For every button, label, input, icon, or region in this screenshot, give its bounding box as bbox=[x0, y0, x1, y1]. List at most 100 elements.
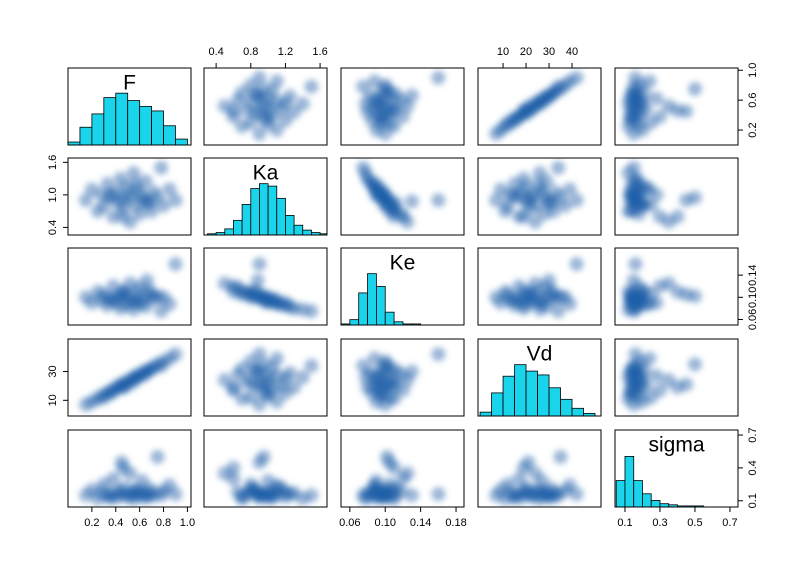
hist-bar bbox=[633, 480, 643, 507]
x-tick-label: 0.6 bbox=[132, 517, 147, 529]
density-cloud bbox=[621, 347, 702, 412]
point bbox=[530, 484, 545, 499]
point bbox=[138, 174, 153, 189]
panel bbox=[356, 70, 446, 141]
point bbox=[387, 103, 402, 118]
y-tick-label: 0.4 bbox=[747, 460, 759, 475]
point bbox=[507, 293, 522, 308]
hist-bar bbox=[349, 319, 360, 325]
point bbox=[269, 351, 284, 366]
hist-bar bbox=[91, 113, 105, 145]
point bbox=[115, 380, 130, 395]
panel bbox=[78, 257, 183, 319]
point bbox=[530, 295, 545, 310]
point bbox=[168, 487, 183, 502]
point bbox=[250, 273, 265, 288]
point bbox=[626, 273, 641, 288]
panel bbox=[217, 347, 319, 412]
panel bbox=[78, 160, 183, 229]
point bbox=[535, 474, 550, 489]
panel bbox=[621, 160, 702, 229]
point bbox=[626, 194, 641, 209]
hist-bar bbox=[151, 110, 164, 145]
point bbox=[623, 111, 638, 126]
x-tick-label: 0.3 bbox=[652, 517, 667, 529]
x-tick-label: 1.0 bbox=[180, 517, 195, 529]
panel-frame bbox=[477, 429, 602, 508]
point bbox=[115, 284, 130, 299]
hist-bar bbox=[514, 364, 527, 416]
point bbox=[243, 390, 258, 405]
panel-frame bbox=[477, 67, 602, 146]
point bbox=[250, 88, 265, 103]
density-cloud bbox=[489, 160, 584, 229]
panel bbox=[356, 449, 446, 506]
point bbox=[642, 74, 657, 89]
point bbox=[250, 364, 265, 379]
y-tick-label: 1.0 bbox=[47, 187, 59, 202]
density-cloud bbox=[356, 347, 446, 412]
point bbox=[115, 209, 130, 224]
point bbox=[226, 460, 241, 475]
panel bbox=[489, 257, 584, 319]
y-tick-label: 0.2 bbox=[747, 122, 759, 137]
point bbox=[156, 198, 171, 213]
panel bbox=[621, 347, 702, 412]
point bbox=[356, 358, 371, 373]
point bbox=[369, 484, 384, 499]
point bbox=[295, 96, 310, 111]
point bbox=[367, 74, 382, 89]
point bbox=[507, 187, 522, 202]
point bbox=[528, 214, 543, 229]
x-tick-label: 0.8 bbox=[156, 517, 171, 529]
point bbox=[132, 206, 147, 221]
point bbox=[516, 284, 531, 299]
point bbox=[400, 466, 415, 481]
y-tick-label: 0.4 bbox=[47, 220, 59, 235]
density-cloud bbox=[489, 449, 584, 506]
point bbox=[687, 190, 702, 205]
point bbox=[127, 371, 142, 386]
x-tick-label: 0.2 bbox=[84, 517, 99, 529]
density-cloud bbox=[78, 257, 183, 319]
point bbox=[631, 295, 646, 310]
point bbox=[516, 460, 531, 475]
panel-frame bbox=[340, 247, 465, 326]
point bbox=[670, 284, 685, 299]
hist-bar bbox=[250, 188, 260, 235]
point bbox=[304, 79, 319, 94]
panel bbox=[621, 70, 702, 141]
hist-bar bbox=[571, 407, 584, 416]
hist-bar bbox=[293, 224, 304, 235]
point bbox=[78, 193, 93, 208]
point bbox=[652, 383, 667, 398]
density-cloud bbox=[356, 160, 446, 229]
point bbox=[304, 304, 319, 319]
point bbox=[516, 103, 531, 118]
point bbox=[623, 386, 638, 401]
point bbox=[162, 296, 177, 311]
hist-bar bbox=[302, 229, 312, 235]
point bbox=[569, 487, 584, 502]
hist-bar bbox=[358, 292, 368, 325]
hist-bar bbox=[267, 185, 278, 235]
panel-frame bbox=[614, 157, 739, 236]
panel bbox=[217, 257, 319, 319]
panel-frame bbox=[477, 247, 602, 326]
point bbox=[250, 488, 265, 503]
point bbox=[115, 460, 130, 475]
density-cloud bbox=[621, 70, 702, 141]
panel bbox=[489, 70, 584, 141]
point bbox=[404, 488, 419, 503]
point bbox=[431, 70, 446, 85]
point bbox=[127, 177, 142, 192]
point bbox=[649, 91, 664, 106]
point bbox=[507, 490, 522, 505]
x-tick-label: 0.06 bbox=[339, 517, 360, 529]
point bbox=[628, 347, 643, 362]
panel-frame bbox=[67, 247, 192, 326]
point bbox=[162, 182, 177, 197]
point bbox=[217, 276, 232, 291]
point bbox=[168, 347, 183, 362]
hist-bar bbox=[491, 392, 504, 416]
